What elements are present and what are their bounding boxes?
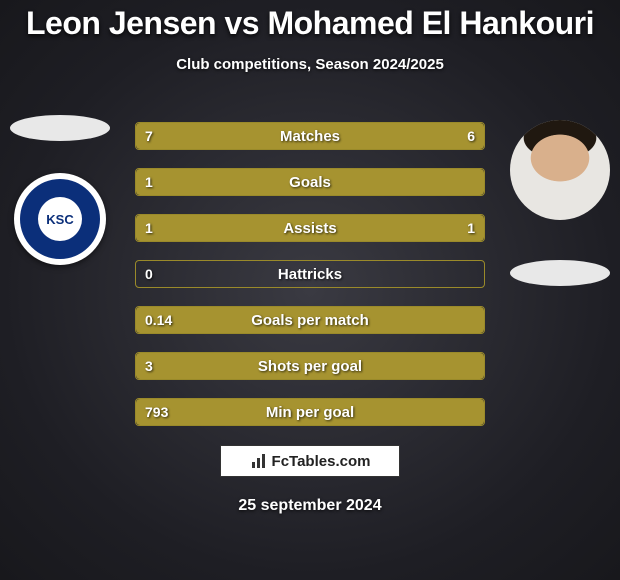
footer-date: 25 september 2024 xyxy=(0,497,620,515)
player-left-avatar-placeholder xyxy=(10,115,110,141)
club-badge-left: KSC xyxy=(14,173,106,265)
stat-label: Goals xyxy=(135,168,485,196)
stat-value-right: 6 xyxy=(467,122,475,150)
stat-value-left: 7 xyxy=(145,122,153,150)
subtitle: Club competitions, Season 2024/2025 xyxy=(0,56,620,73)
brand-text: FcTables.com xyxy=(272,453,371,470)
stat-label: Matches xyxy=(135,122,485,150)
stat-row: Goals per match0.14 xyxy=(135,306,485,334)
stat-row: Shots per goal3 xyxy=(135,352,485,380)
stat-value-left: 3 xyxy=(145,352,153,380)
comparison-card: Leon Jensen vs Mohamed El Hankouri Club … xyxy=(0,0,620,580)
stat-row: Matches7 6 xyxy=(135,122,485,150)
stat-row: Hattricks0 xyxy=(135,260,485,288)
stat-row: Min per goal793 xyxy=(135,398,485,426)
player-left-column: KSC xyxy=(5,125,115,265)
stat-value-left: 0 xyxy=(145,260,153,288)
stats-bars: Matches76Goals1Assists11Hattricks0Goals … xyxy=(135,122,485,426)
club-badge-left-text: KSC xyxy=(46,212,73,227)
stat-label: Min per goal xyxy=(135,398,485,426)
club-badge-right-placeholder xyxy=(510,260,610,286)
stat-value-left: 1 xyxy=(145,214,153,242)
brand-icon xyxy=(250,452,268,470)
stat-label: Shots per goal xyxy=(135,352,485,380)
stat-label: Goals per match xyxy=(135,306,485,334)
stat-label: Hattricks xyxy=(135,260,485,288)
stat-value-left: 0.14 xyxy=(145,306,172,334)
player-right-avatar xyxy=(510,120,610,220)
stat-label: Assists xyxy=(135,214,485,242)
stat-row: Goals1 xyxy=(135,168,485,196)
stat-row: Assists1 1 xyxy=(135,214,485,242)
stat-value-left: 793 xyxy=(145,398,168,426)
stat-value-left: 1 xyxy=(145,168,153,196)
brand-badge: FcTables.com xyxy=(220,445,400,477)
player-right-column xyxy=(505,125,615,286)
stat-value-right: 1 xyxy=(467,214,475,242)
page-title: Leon Jensen vs Mohamed El Hankouri xyxy=(0,0,620,42)
